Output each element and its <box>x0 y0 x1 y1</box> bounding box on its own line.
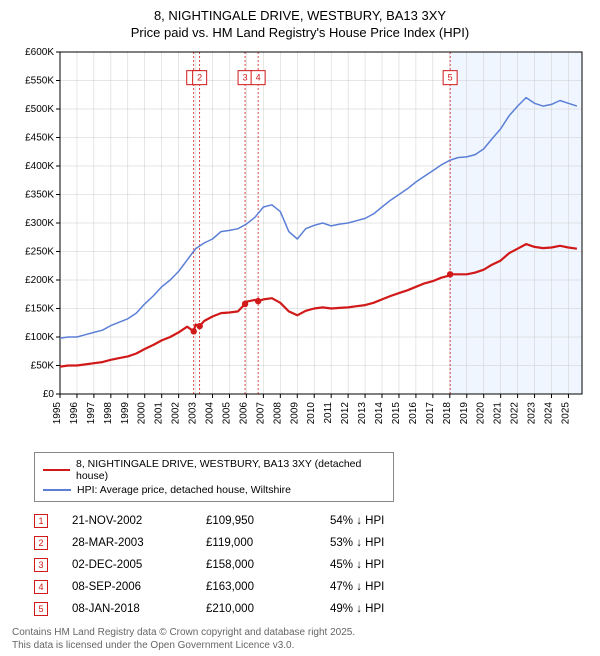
transaction-date: 28-MAR-2003 <box>72 537 182 549</box>
transaction-marker: 1 <box>34 514 48 528</box>
svg-text:2023: 2023 <box>527 401 538 424</box>
svg-text:£150K: £150K <box>25 303 54 314</box>
svg-text:2010: 2010 <box>306 401 317 424</box>
svg-text:£600K: £600K <box>25 47 54 58</box>
svg-text:2007: 2007 <box>255 401 266 424</box>
transaction-row: 4 08-SEP-2006 £163,000 47% ↓ HPI <box>34 576 588 598</box>
svg-text:2018: 2018 <box>442 401 453 424</box>
svg-text:2003: 2003 <box>188 401 199 424</box>
svg-text:3: 3 <box>243 72 248 82</box>
svg-text:2016: 2016 <box>408 401 419 424</box>
svg-text:2004: 2004 <box>205 401 216 424</box>
transactions-table: 1 21-NOV-2002 £109,950 54% ↓ HPI 2 28-MAR-200… <box>34 510 588 620</box>
transaction-date: 08-JAN-2018 <box>72 603 182 615</box>
legend-row: 8, NIGHTINGALE DRIVE, WESTBURY, BA13 3XY… <box>43 457 385 483</box>
transaction-row: 5 08-JAN-2018 £210,000 49% ↓ HPI <box>34 598 588 620</box>
transaction-marker: 3 <box>34 558 48 572</box>
svg-text:1995: 1995 <box>52 401 63 424</box>
line-chart: £0 £50K £100K £150K £200K £250K £300K £350K £400… <box>12 46 588 446</box>
svg-text:2005: 2005 <box>221 401 232 424</box>
transaction-price: £210,000 <box>206 603 306 615</box>
svg-text:2019: 2019 <box>459 401 470 424</box>
transaction-pct: 49% ↓ HPI <box>330 603 440 615</box>
svg-text:£350K: £350K <box>25 189 54 200</box>
svg-text:2009: 2009 <box>289 401 300 424</box>
svg-text:£50K: £50K <box>31 360 55 371</box>
legend-row: HPI: Average price, detached house, Wilt… <box>43 483 385 497</box>
transaction-marker: 4 <box>34 580 48 594</box>
transaction-date: 21-NOV-2002 <box>72 515 182 527</box>
transaction-price: £109,950 <box>206 515 306 527</box>
svg-text:1997: 1997 <box>86 401 97 424</box>
svg-text:2000: 2000 <box>137 401 148 424</box>
svg-text:£500K: £500K <box>25 104 54 115</box>
title-subtitle: Price paid vs. HM Land Registry's House … <box>12 25 588 42</box>
legend-swatch <box>43 489 71 492</box>
transaction-pct: 53% ↓ HPI <box>330 537 440 549</box>
transaction-date: 08-SEP-2006 <box>72 581 182 593</box>
svg-text:1999: 1999 <box>120 401 131 424</box>
svg-text:2002: 2002 <box>171 401 182 424</box>
svg-text:2022: 2022 <box>510 401 521 424</box>
legend: 8, NIGHTINGALE DRIVE, WESTBURY, BA13 3XY… <box>34 452 394 502</box>
svg-text:£550K: £550K <box>25 75 54 86</box>
footer-attribution: Contains HM Land Registry data © Crown c… <box>12 626 588 652</box>
svg-text:£250K: £250K <box>25 246 54 257</box>
svg-text:2024: 2024 <box>543 401 554 424</box>
transaction-marker: 5 <box>34 602 48 616</box>
title-address: 8, NIGHTINGALE DRIVE, WESTBURY, BA13 3XY <box>12 8 588 25</box>
svg-text:£450K: £450K <box>25 132 54 143</box>
svg-text:2011: 2011 <box>323 401 334 423</box>
svg-text:2014: 2014 <box>374 401 385 424</box>
svg-text:2021: 2021 <box>493 401 504 424</box>
transaction-price: £163,000 <box>206 581 306 593</box>
svg-text:£300K: £300K <box>25 218 54 229</box>
svg-text:1996: 1996 <box>69 401 80 424</box>
svg-text:2020: 2020 <box>476 401 487 424</box>
svg-text:2006: 2006 <box>238 401 249 424</box>
transaction-pct: 54% ↓ HPI <box>330 515 440 527</box>
legend-label: HPI: Average price, detached house, Wilt… <box>77 484 291 496</box>
svg-text:2012: 2012 <box>340 401 351 424</box>
transaction-pct: 47% ↓ HPI <box>330 581 440 593</box>
transaction-date: 02-DEC-2005 <box>72 559 182 571</box>
svg-text:2015: 2015 <box>391 401 402 424</box>
svg-text:£0: £0 <box>43 389 55 400</box>
svg-text:2017: 2017 <box>425 401 436 424</box>
svg-text:1998: 1998 <box>103 401 114 424</box>
transaction-row: 1 21-NOV-2002 £109,950 54% ↓ HPI <box>34 510 588 532</box>
legend-label: 8, NIGHTINGALE DRIVE, WESTBURY, BA13 3XY… <box>76 458 385 482</box>
transaction-price: £158,000 <box>206 559 306 571</box>
svg-text:2001: 2001 <box>154 401 165 424</box>
svg-text:£200K: £200K <box>25 275 54 286</box>
chart-area: £0 £50K £100K £150K £200K £250K £300K £350K £400… <box>12 46 588 446</box>
svg-text:4: 4 <box>256 72 261 82</box>
svg-text:£400K: £400K <box>25 161 54 172</box>
svg-text:5: 5 <box>448 72 453 82</box>
svg-text:2013: 2013 <box>357 401 368 424</box>
figure-container: 8, NIGHTINGALE DRIVE, WESTBURY, BA13 3XY… <box>0 0 600 656</box>
legend-swatch <box>43 469 70 472</box>
transaction-pct: 45% ↓ HPI <box>330 559 440 571</box>
transaction-row: 2 28-MAR-2003 £119,000 53% ↓ HPI <box>34 532 588 554</box>
transaction-price: £119,000 <box>206 537 306 549</box>
svg-text:2008: 2008 <box>272 401 283 424</box>
title-block: 8, NIGHTINGALE DRIVE, WESTBURY, BA13 3XY… <box>12 8 588 42</box>
transaction-row: 3 02-DEC-2005 £158,000 45% ↓ HPI <box>34 554 588 576</box>
svg-text:2: 2 <box>197 72 202 82</box>
transaction-marker: 2 <box>34 536 48 550</box>
svg-text:2025: 2025 <box>560 401 571 424</box>
footer-line1: Contains HM Land Registry data © Crown c… <box>12 626 588 639</box>
svg-text:£100K: £100K <box>25 332 54 343</box>
